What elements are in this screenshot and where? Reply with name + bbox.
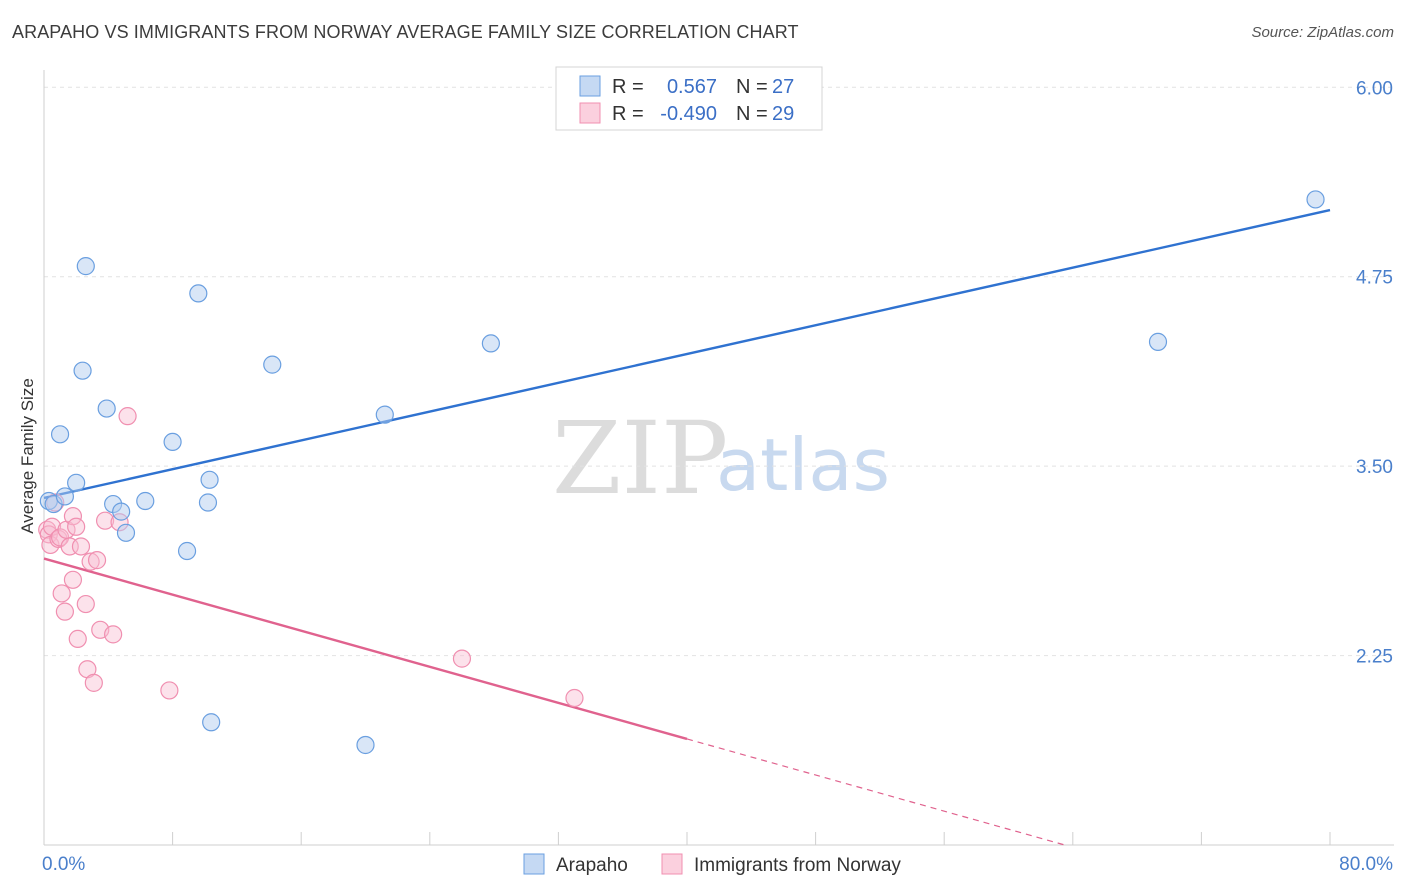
point-norway: [52, 584, 71, 603]
point-arapaho: [73, 361, 92, 380]
x-tick-label-min: 0.0%: [42, 854, 85, 875]
data-points: [38, 190, 1325, 755]
point-norway: [71, 537, 91, 556]
legend-r-label-norway: R =: [612, 103, 644, 125]
point-arapaho: [136, 491, 155, 511]
point-norway: [87, 551, 107, 570]
point-arapaho: [67, 473, 86, 492]
bottom-legend-swatch-arapaho: [523, 853, 545, 875]
point-norway: [104, 625, 123, 644]
x-tick-label-max: 80.0%: [1339, 854, 1393, 875]
point-norway: [55, 602, 74, 621]
y-tick-label: 3.50: [1356, 457, 1393, 478]
point-arapaho: [481, 334, 500, 353]
legend-n-value-arapaho: 27: [772, 76, 794, 98]
y-axis-label: Average Family Size: [18, 378, 37, 534]
trend-line-norway: [43, 557, 688, 741]
y-tick-label: 2.25: [1356, 647, 1393, 668]
y-tick-label: 4.75: [1356, 268, 1393, 289]
point-norway: [63, 570, 83, 589]
point-norway: [68, 629, 87, 649]
x-tick-marks: [43, 832, 1331, 845]
point-norway: [452, 649, 472, 668]
legend-n-value-norway: 29: [772, 103, 794, 125]
point-arapaho: [55, 487, 74, 506]
point-arapaho: [1306, 190, 1325, 209]
point-arapaho: [198, 493, 218, 512]
point-norway: [95, 511, 115, 530]
chart-title: ARAPAHO VS IMMIGRANTS FROM NORWAY AVERAG…: [12, 22, 799, 42]
point-norway: [160, 681, 179, 700]
legend-n-label-norway: N =: [736, 103, 768, 125]
point-arapaho: [76, 257, 95, 276]
point-norway: [81, 552, 100, 571]
gridlines: [44, 86, 1394, 657]
point-arapaho: [1148, 332, 1168, 351]
point-arapaho: [375, 405, 394, 424]
point-arapaho: [163, 432, 182, 452]
trend-line-arapaho: [43, 208, 1331, 500]
bottom-legend-label-arapaho: Arapaho: [556, 855, 628, 876]
legend-n-label-arapaho: N =: [736, 76, 768, 98]
point-arapaho: [97, 399, 116, 418]
trend-line-norway-extrapolated: [686, 738, 1065, 846]
watermark-atlas: atlas: [716, 423, 890, 507]
legend-r-value-norway: -0.490: [660, 103, 717, 125]
point-norway: [63, 507, 83, 526]
watermark-zip: ZIP: [552, 400, 728, 517]
stats-legend: R = 0.567 N = 27 R = -0.490 N = 29: [555, 66, 823, 131]
y-tick-label: 6.00: [1356, 78, 1393, 99]
point-arapaho: [356, 735, 375, 755]
point-arapaho: [50, 425, 70, 444]
point-arapaho: [177, 541, 197, 561]
legend-swatch-arapaho: [579, 75, 601, 97]
point-arapaho: [263, 355, 282, 374]
point-arapaho: [116, 523, 136, 542]
point-norway: [84, 673, 103, 692]
point-arapaho: [112, 502, 131, 521]
point-norway: [76, 594, 95, 614]
series-legend: Arapaho Immigrants from Norway: [523, 853, 901, 876]
bottom-legend-swatch-norway: [661, 853, 683, 875]
point-norway: [565, 688, 584, 708]
trend-lines: [43, 208, 1331, 846]
point-arapaho: [202, 713, 221, 732]
point-norway: [50, 528, 70, 547]
legend-r-value-arapaho: 0.567: [667, 76, 717, 98]
bottom-legend-label-norway: Immigrants from Norway: [694, 855, 901, 876]
y-tick-labels: 2.25 3.50 4.75 6.00: [1356, 78, 1393, 667]
legend-r-label-arapaho: R =: [612, 76, 644, 98]
point-norway: [67, 517, 86, 536]
point-arapaho: [189, 284, 208, 303]
point-arapaho: [200, 470, 219, 489]
legend-swatch-norway: [579, 102, 601, 124]
point-norway: [118, 407, 137, 426]
source-label: Source: ZipAtlas.com: [1251, 24, 1394, 41]
